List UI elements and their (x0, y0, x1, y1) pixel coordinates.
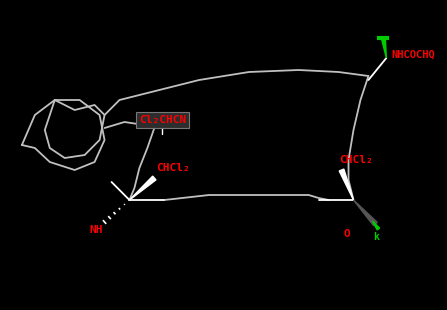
Polygon shape (354, 200, 377, 226)
Polygon shape (381, 38, 386, 58)
Text: NHCOCHQ: NHCOCHQ (391, 50, 435, 60)
Text: Cl₂CHCN: Cl₂CHCN (139, 115, 186, 125)
Polygon shape (339, 169, 354, 200)
Polygon shape (372, 221, 380, 230)
Text: CHCl₂: CHCl₂ (156, 163, 190, 173)
Text: CHCl₂: CHCl₂ (340, 155, 373, 165)
Text: O: O (344, 229, 350, 239)
Polygon shape (130, 176, 156, 200)
Text: NH: NH (89, 225, 102, 235)
Text: k: k (373, 232, 380, 242)
